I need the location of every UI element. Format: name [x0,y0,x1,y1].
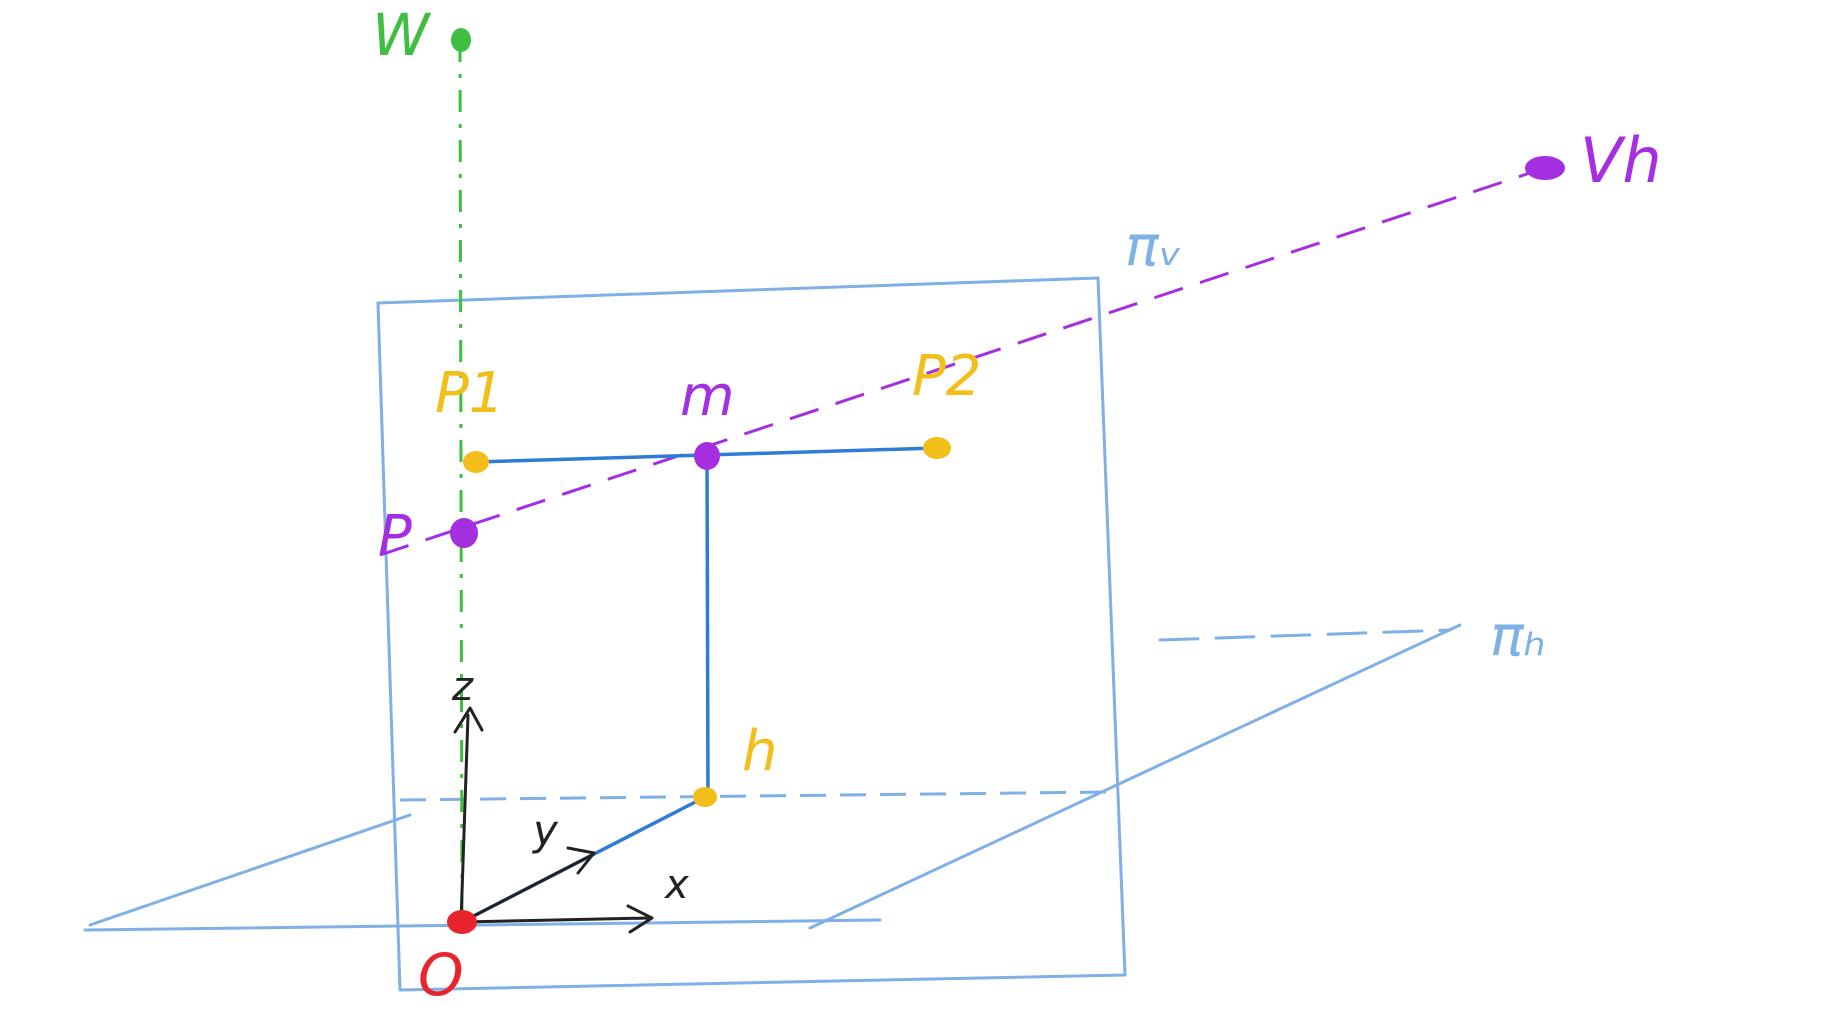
vertical-plane-pi-v [376,276,1127,992]
point-p [450,518,478,548]
label-plane-v: πᵥ [1125,214,1182,279]
axis-y-line [460,853,594,924]
axis-x-arrowhead [626,904,654,934]
axis-y-arrowhead [566,846,596,875]
label-axis-x: x [663,862,689,908]
line-p-to-vh [379,166,1546,557]
origin-point [447,910,477,934]
point-m [694,442,720,470]
axis-z-arrowhead [453,706,484,734]
label-m: m [680,364,735,429]
label-plane-h: πₕ [1490,604,1546,669]
coordinate-axes [453,706,654,934]
point-p1 [463,451,489,473]
vanishing-point-vh [1525,156,1565,180]
horizon-dashed-line [399,790,1111,802]
label-p: P [378,504,412,569]
segment-m-h [705,454,710,799]
label-h: h [742,719,778,784]
label-axis-z: z [451,664,474,710]
ground-plane-pi-h [83,623,1462,932]
label-axis-y: y [531,806,559,855]
axis-x-line [460,916,652,924]
label-w: W [372,1,432,69]
label-vh: Vh [1580,124,1662,197]
label-origin: O [418,941,464,1009]
axis-z-line [459,713,470,924]
point-p2 [923,437,951,459]
label-p2: P2 [912,344,981,409]
point-h [693,787,717,807]
vertical-line-to-w [458,39,464,916]
vanishing-point-w [451,28,471,52]
label-p1: P1 [435,361,504,426]
